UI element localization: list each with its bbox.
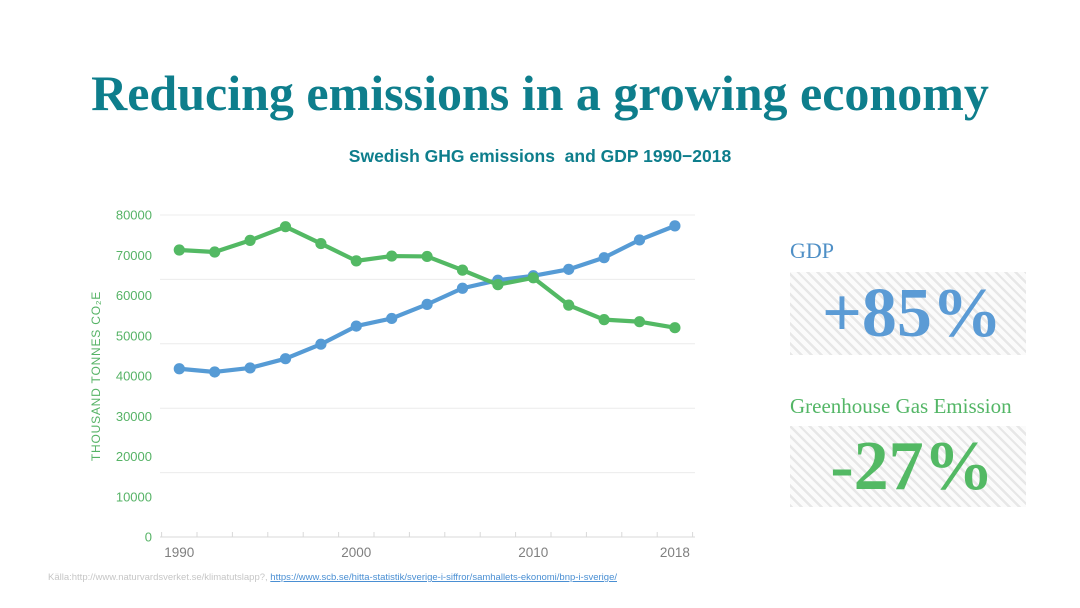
source-prefix-text: Källa:http://www.naturvardsverket.se/kli… <box>48 572 271 583</box>
gdp-data-point <box>173 363 185 375</box>
source-citation: Källa:http://www.naturvardsverket.se/kli… <box>48 572 617 583</box>
gdp-data-point <box>386 312 398 325</box>
emissions-data-point <box>669 322 681 334</box>
gdp-data-point <box>421 298 433 310</box>
y-tick-label: 0 <box>145 530 152 545</box>
emissions-data-point <box>527 272 539 284</box>
gdp-data-point <box>669 220 681 232</box>
emissions-data-point <box>633 316 646 328</box>
gdp-data-point <box>279 353 292 365</box>
gdp-data-point <box>209 366 221 378</box>
y-tick-label: 70000 <box>116 248 152 263</box>
chart-title: Swedish GHG emissions and GDP 1990−2018 <box>348 146 732 166</box>
gdp-data-point <box>598 252 610 264</box>
ghg-change-badge: -27% <box>790 426 1026 507</box>
y-tick-label: 10000 <box>116 489 152 504</box>
gdp-data-point <box>244 362 256 374</box>
gdp-change-badge: +85% <box>790 272 1026 355</box>
y-axis-title: THOUSAND TONNES CO₂E <box>89 291 103 461</box>
gdp-change-value: +85% <box>822 274 1002 352</box>
y-tick-label: 30000 <box>116 409 152 424</box>
source-link[interactable]: https://www.scb.se/hitta-statistik/sveri… <box>270 572 617 583</box>
page-title: Reducing emissions in a growing economy <box>91 65 989 121</box>
gdp-data-point <box>350 320 362 332</box>
gdp-data-point <box>633 234 646 246</box>
emissions-data-point <box>315 237 327 250</box>
x-tick-label: 1990 <box>164 545 194 560</box>
emissions-data-point <box>456 264 469 276</box>
ghg-stat-label: Greenhouse Gas Emission <box>790 394 1012 418</box>
emissions-data-point <box>386 250 398 262</box>
y-tick-label: 40000 <box>116 369 152 384</box>
gdp-data-point <box>456 282 469 294</box>
emissions-data-point <box>279 221 292 233</box>
gdp-data-point <box>315 338 327 350</box>
gdp-data-point <box>563 263 575 275</box>
y-tick-label: 80000 <box>116 208 152 223</box>
emissions-data-point <box>244 234 256 246</box>
ghg-change-value: -27% <box>830 427 994 505</box>
emissions-data-point <box>492 279 504 291</box>
y-tick-label: 60000 <box>116 288 152 303</box>
emissions-data-point <box>173 244 185 256</box>
gdp-stat-label: GDP <box>790 238 835 263</box>
emissions-data-point <box>421 250 433 263</box>
x-tick-label: 2000 <box>341 545 371 560</box>
line-chart: 0 10000 20000 30000 40000 50000 60000 70000 8000… <box>89 208 695 560</box>
x-tick-label: 2018 <box>660 545 690 560</box>
emissions-data-point <box>598 314 610 326</box>
y-tick-label: 50000 <box>116 328 152 343</box>
x-tick-label: 2010 <box>518 545 548 560</box>
emissions-data-point <box>563 299 575 311</box>
y-tick-label: 20000 <box>116 449 152 464</box>
emissions-data-point <box>350 255 362 267</box>
emissions-data-point <box>209 246 221 258</box>
